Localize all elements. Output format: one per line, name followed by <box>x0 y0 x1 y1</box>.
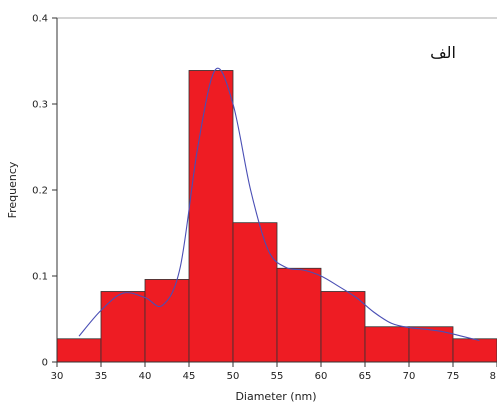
axes-layer: 0 0.1 0.2 0.3 0.4 30 35 40 45 50 55 60 65 70 75 8 <box>32 14 497 382</box>
density-curve-line <box>78 67 480 342</box>
histogram-bar-1 <box>100 291 146 363</box>
y-tick-label-4: 0.4 <box>32 14 48 25</box>
x-tick-label-7: 65 <box>359 371 372 382</box>
y-tick-label-0: 0 <box>42 358 48 369</box>
curve-layer <box>78 67 480 342</box>
x-axis-title: Diameter (nm) <box>235 390 316 403</box>
histogram-bar-4 <box>232 222 278 363</box>
y-tick-label-2: 0.2 <box>32 186 48 197</box>
x-tick-label-8: 70 <box>403 371 416 382</box>
x-tick-label-9: 75 <box>447 371 460 382</box>
x-tick-label-3: 45 <box>183 371 196 382</box>
x-tick-label-6: 60 <box>315 371 328 382</box>
histogram-bar-3 <box>188 70 234 363</box>
y-axis-title: Frequency <box>6 161 19 218</box>
x-tick-label-4: 50 <box>227 371 240 382</box>
x-tick-label-10: 8 <box>490 371 496 382</box>
histogram-bar-7 <box>364 326 410 363</box>
y-tick-label-1: 0.1 <box>32 272 48 283</box>
bars-layer <box>56 70 497 363</box>
annotation-label: الف <box>430 43 456 62</box>
x-tick-label-5: 55 <box>271 371 284 382</box>
x-tick-label-2: 40 <box>139 371 152 382</box>
histogram-bar-6 <box>320 291 366 363</box>
histogram-bar-9 <box>452 338 497 363</box>
y-tick-label-3: 0.3 <box>32 100 48 111</box>
x-tick-label-1: 35 <box>95 371 108 382</box>
x-tick-label-0: 30 <box>51 371 64 382</box>
histogram-bar-2 <box>144 279 190 363</box>
histogram-bar-5 <box>276 267 322 363</box>
histogram-bar-0 <box>56 338 102 363</box>
